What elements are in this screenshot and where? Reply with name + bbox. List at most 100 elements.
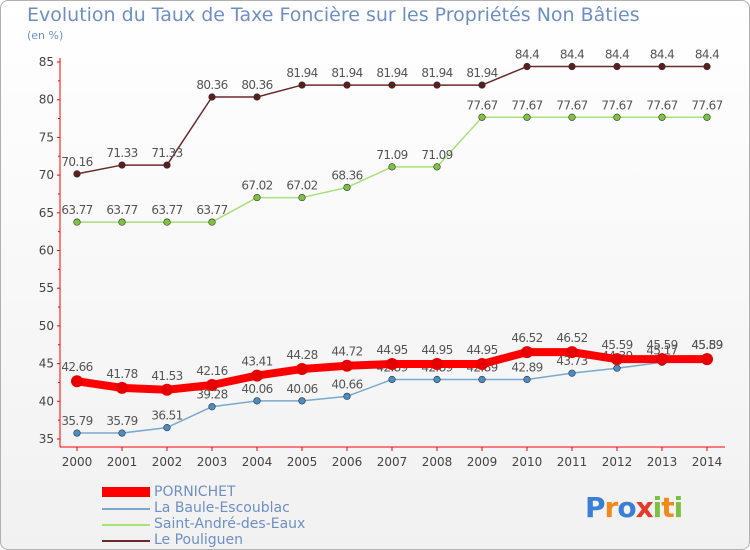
data-label-la-baule-escoublac: 40.06	[286, 382, 317, 396]
data-label-saint-andre-des-eaux: 68.36	[331, 168, 362, 182]
data-point-pornichet	[611, 353, 623, 366]
data-label-pornichet: 44.95	[421, 343, 452, 357]
data-label-le-pouliguen: 84.4	[695, 48, 719, 62]
data-point-la-baule-escoublac	[613, 364, 621, 372]
data-point-saint-andre-des-eaux	[658, 113, 666, 121]
data-point-la-baule-escoublac	[568, 369, 576, 377]
data-point-le-pouliguen	[73, 170, 81, 178]
data-label-pornichet: 44.95	[466, 343, 497, 357]
data-label-la-baule-escoublac: 43.73	[556, 354, 587, 368]
y-tick-label: 40	[39, 394, 54, 408]
data-point-saint-andre-des-eaux	[208, 218, 216, 226]
x-tick-label: 2009	[467, 455, 498, 469]
data-point-la-baule-escoublac	[478, 375, 486, 384]
y-tick-label: 80	[39, 93, 54, 107]
y-tick-label: 65	[39, 206, 54, 220]
x-tick-label: 2014	[692, 455, 723, 469]
data-label-pornichet: 41.78	[106, 367, 137, 381]
legend-label: PORNICHET	[154, 484, 236, 500]
data-point-saint-andre-des-eaux	[523, 113, 531, 121]
data-label-le-pouliguen: 81.94	[466, 66, 497, 80]
data-point-saint-andre-des-eaux	[118, 218, 126, 226]
x-tick-label: 2013	[647, 455, 678, 469]
data-label-saint-andre-des-eaux: 77.67	[556, 98, 587, 112]
data-label-le-pouliguen: 84.4	[605, 48, 629, 62]
data-point-le-pouliguen	[253, 93, 261, 101]
logo-letter: x	[635, 491, 654, 524]
data-label-la-baule-escoublac: 35.79	[106, 414, 137, 428]
data-point-le-pouliguen	[478, 81, 486, 89]
proxiti-logo: Proxiti	[585, 491, 684, 524]
legend-swatch	[102, 487, 150, 497]
legend-swatch	[102, 508, 150, 510]
data-point-saint-andre-des-eaux	[433, 163, 441, 171]
data-label-la-baule-escoublac: 40.06	[241, 382, 272, 396]
logo-letter: i	[673, 491, 684, 524]
data-label-pornichet: 46.52	[556, 331, 587, 345]
data-label-le-pouliguen: 81.94	[286, 66, 317, 80]
data-point-pornichet	[566, 346, 578, 359]
data-point-la-baule-escoublac	[343, 392, 351, 400]
data-label-le-pouliguen: 81.94	[421, 66, 452, 80]
x-tick-label: 2002	[152, 455, 183, 469]
data-label-saint-andre-des-eaux: 63.77	[61, 203, 92, 217]
data-point-la-baule-escoublac	[433, 375, 441, 384]
data-point-le-pouliguen	[568, 62, 576, 71]
y-tick-label: 45	[39, 357, 54, 371]
data-point-saint-andre-des-eaux	[568, 113, 576, 121]
x-tick-label: 2012	[602, 455, 633, 469]
data-label-la-baule-escoublac: 42.89	[511, 361, 542, 375]
data-point-saint-andre-des-eaux	[163, 218, 171, 226]
data-label-le-pouliguen: 80.36	[241, 78, 272, 92]
data-label-pornichet: 44.28	[286, 348, 317, 362]
data-label-le-pouliguen: 71.33	[151, 146, 182, 160]
x-tick-label: 2004	[242, 455, 273, 469]
data-label-le-pouliguen: 70.16	[61, 155, 92, 169]
data-point-saint-andre-des-eaux	[298, 193, 306, 202]
data-point-la-baule-escoublac	[298, 397, 306, 405]
data-label-le-pouliguen: 71.33	[106, 146, 137, 160]
data-point-pornichet	[251, 369, 263, 382]
data-label-saint-andre-des-eaux: 77.67	[511, 98, 542, 112]
data-point-pornichet	[476, 357, 488, 370]
data-label-le-pouliguen: 81.94	[331, 66, 362, 80]
data-point-pornichet	[116, 381, 128, 394]
unit-label: (en %)	[27, 29, 64, 42]
data-label-le-pouliguen: 84.4	[650, 48, 674, 62]
data-label-pornichet: 45.59	[601, 338, 632, 352]
data-point-le-pouliguen	[163, 161, 171, 169]
data-label-pornichet: 45.59	[691, 338, 722, 352]
data-point-la-baule-escoublac	[388, 375, 396, 384]
data-label-saint-andre-des-eaux: 77.67	[466, 98, 497, 112]
logo-letter: P	[585, 491, 606, 524]
data-label-pornichet: 45.59	[646, 338, 677, 352]
data-label-le-pouliguen: 84.4	[515, 48, 539, 62]
y-tick-label: 60	[39, 244, 54, 258]
logo-letter: o	[617, 491, 636, 524]
data-point-saint-andre-des-eaux	[703, 113, 711, 121]
logo-letter: r	[604, 491, 619, 524]
data-label-saint-andre-des-eaux: 71.09	[421, 148, 452, 162]
data-label-la-baule-escoublac: 40.66	[331, 377, 362, 391]
data-point-la-baule-escoublac	[523, 375, 531, 384]
x-tick-label: 2011	[557, 455, 588, 469]
data-point-saint-andre-des-eaux	[73, 218, 81, 226]
data-point-le-pouliguen	[703, 62, 711, 71]
data-label-pornichet: 44.95	[376, 343, 407, 357]
legend-label: La Baule-Escoublac	[154, 500, 290, 516]
x-tick-label: 2005	[287, 455, 318, 469]
data-label-saint-andre-des-eaux: 63.77	[106, 203, 137, 217]
data-label-saint-andre-des-eaux: 77.67	[601, 98, 632, 112]
data-label-la-baule-escoublac: 45.89	[691, 338, 722, 352]
data-label-saint-andre-des-eaux: 67.02	[286, 179, 317, 193]
x-tick-label: 2008	[422, 455, 453, 469]
x-tick-label: 2003	[197, 455, 228, 469]
x-tick-label: 2006	[332, 455, 363, 469]
data-point-pornichet	[521, 346, 533, 359]
x-tick-label: 2007	[377, 455, 408, 469]
data-label-le-pouliguen: 80.36	[196, 78, 227, 92]
data-label-saint-andre-des-eaux: 71.09	[376, 148, 407, 162]
data-label-la-baule-escoublac: 45.17	[646, 343, 677, 357]
data-label-la-baule-escoublac: 39.28	[196, 388, 227, 402]
data-point-le-pouliguen	[118, 161, 126, 169]
